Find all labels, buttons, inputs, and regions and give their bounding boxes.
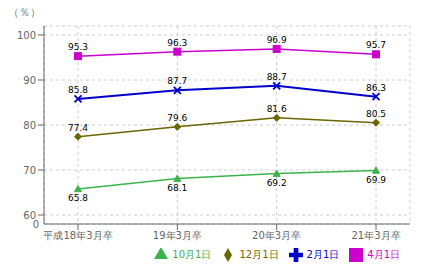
html-text:12月1日: 12月1日	[239, 249, 279, 260]
svg-text:21年3月卒: 21年3月卒	[351, 230, 400, 241]
html-text:2月1日: 2月1日	[306, 249, 340, 260]
svg-text:20年3月卒: 20年3月卒	[252, 230, 301, 241]
svg-text:79.6: 79.6	[167, 113, 187, 123]
svg-text:88.7: 88.7	[267, 72, 287, 82]
svg-text:69.2: 69.2	[267, 178, 287, 188]
svg-text:0: 0	[33, 219, 39, 230]
svg-text:80: 80	[23, 120, 36, 131]
svg-text:80.5: 80.5	[366, 109, 386, 119]
svg-text:90: 90	[23, 75, 36, 86]
svg-text:87.7: 87.7	[167, 76, 187, 86]
svg-text:65.8: 65.8	[68, 193, 88, 203]
svg-text:68.1: 68.1	[167, 183, 187, 193]
svg-text:86.3: 86.3	[366, 83, 386, 93]
svg-text:81.6: 81.6	[267, 104, 287, 114]
svg-text:96.9: 96.9	[267, 35, 287, 45]
svg-text:96.3: 96.3	[167, 38, 187, 48]
svg-text:100: 100	[17, 30, 36, 41]
svg-text:85.8: 85.8	[68, 85, 88, 95]
svg-text:95.7: 95.7	[366, 40, 386, 50]
svg-text:（％）: （％）	[8, 6, 41, 19]
html-text:10月1日: 10月1日	[172, 249, 212, 260]
html-text:4月1日: 4月1日	[367, 249, 400, 260]
svg-text:平成18年3月卒: 平成18年3月卒	[43, 230, 112, 241]
svg-text:69.9: 69.9	[366, 175, 386, 185]
svg-text:77.4: 77.4	[68, 123, 88, 133]
svg-text:70: 70	[23, 165, 36, 176]
svg-text:60: 60	[23, 209, 36, 221]
svg-text:19年3月卒: 19年3月卒	[153, 230, 202, 241]
svg-text:95.3: 95.3	[68, 42, 88, 52]
